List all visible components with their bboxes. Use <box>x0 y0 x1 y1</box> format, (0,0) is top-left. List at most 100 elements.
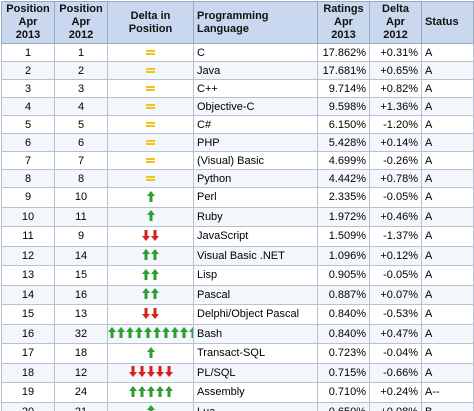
table-row: 13 15 Lisp 0.905% -0.05% A <box>1 265 474 286</box>
programming-language-cell: Ruby <box>193 206 318 227</box>
header-delta-in-position: Delta in Position <box>107 1 194 44</box>
position-change-indicator <box>108 325 193 341</box>
delta-2012-cell: -0.04% <box>369 343 422 364</box>
table-row: 17 18 Transact-SQL 0.723% -0.04% A <box>1 343 474 364</box>
header-row: Position Apr 2013 Position Apr 2012 Delt… <box>1 1 474 44</box>
programming-language-cell: C++ <box>193 79 318 98</box>
delta-in-position-cell <box>107 304 194 325</box>
unchanged-icon <box>146 68 155 74</box>
table-row: 4 4 Objective-C 9.598% +1.36% A <box>1 97 474 116</box>
position-2012-cell: 21 <box>54 401 108 411</box>
position-change-indicator <box>142 305 159 321</box>
delta-in-position-cell <box>107 265 194 286</box>
programming-language-cell: Pascal <box>193 284 318 305</box>
programming-language-cell: Lua <box>193 401 318 411</box>
arrow-up-icon <box>146 405 155 411</box>
arrow-down-icon <box>137 366 146 377</box>
arrow-up-icon <box>151 249 159 260</box>
arrow-down-icon <box>128 366 137 377</box>
status-cell: A <box>421 304 474 325</box>
status-cell: A <box>421 362 474 383</box>
programming-language-cell: C# <box>193 115 318 134</box>
programming-language-cell: Java <box>193 61 318 80</box>
status-cell: B <box>421 401 474 411</box>
ratings-cell: 17.681% <box>317 61 370 80</box>
unchanged-icon <box>146 140 155 146</box>
position-2012-cell: 3 <box>54 79 108 98</box>
delta-2012-cell: +0.24% <box>369 382 422 403</box>
status-cell: A <box>421 187 474 208</box>
arrow-up-icon <box>146 385 155 397</box>
ratings-cell: 0.905% <box>317 265 370 286</box>
status-cell: A <box>421 97 474 116</box>
arrow-up-icon <box>142 288 150 299</box>
ratings-cell: 9.598% <box>317 97 370 116</box>
arrow-up-icon <box>164 385 173 397</box>
arrow-up-icon <box>162 327 170 338</box>
table-row: 18 12 PL/SQL 0.715% -0.66% A <box>1 362 474 383</box>
table-row: 10 11 Ruby 1.972% +0.46% A <box>1 206 474 227</box>
delta-2012-cell: +0.12% <box>369 245 422 266</box>
ratings-cell: 0.840% <box>317 304 370 325</box>
arrow-down-icon <box>151 229 159 241</box>
table-row: 2 2 Java 17.681% +0.65% A <box>1 61 474 80</box>
arrow-up-icon <box>151 268 159 280</box>
delta-2012-cell: -0.66% <box>369 362 422 383</box>
arrow-up-icon <box>126 327 134 338</box>
programming-language-cell: C <box>193 43 318 62</box>
header-delta-2012: Delta Apr 2012 <box>369 1 422 44</box>
position-change-indicator <box>146 153 155 169</box>
ratings-cell: 17.862% <box>317 43 370 62</box>
position-change-indicator <box>128 383 173 399</box>
status-cell: A <box>421 115 474 134</box>
header-position-2012: Position Apr 2012 <box>54 1 108 44</box>
position-change-indicator <box>142 227 159 243</box>
status-cell: A <box>421 43 474 62</box>
status-cell: A <box>421 169 474 188</box>
delta-in-position-cell <box>107 169 194 188</box>
header-ratings-2013: Ratings Apr 2013 <box>317 1 370 44</box>
position-2013-cell: 20 <box>1 401 55 411</box>
table-row: 16 32 Bash 0.840% +0.47% A <box>1 323 474 344</box>
programming-language-cell: Objective-C <box>193 97 318 116</box>
delta-2012-cell: -1.20% <box>369 115 422 134</box>
position-2013-cell: 1 <box>1 43 55 62</box>
delta-in-position-cell <box>107 133 194 152</box>
status-cell: A <box>421 151 474 170</box>
arrow-down-icon <box>164 366 173 377</box>
table-row: 6 6 PHP 5.428% +0.14% A <box>1 133 474 152</box>
programming-language-cell: Lisp <box>193 265 318 286</box>
unchanged-icon <box>146 176 155 182</box>
position-2012-cell: 18 <box>54 343 108 364</box>
arrow-up-icon <box>137 385 146 397</box>
programming-language-cell: Bash <box>193 323 318 344</box>
delta-in-position-cell <box>107 206 194 227</box>
delta-2012-cell: +0.78% <box>369 169 422 188</box>
position-2012-cell: 16 <box>54 284 108 305</box>
status-cell: A-- <box>421 382 474 403</box>
position-2012-cell: 7 <box>54 151 108 170</box>
arrow-up-icon <box>142 268 150 280</box>
arrow-up-icon <box>144 327 152 338</box>
status-cell: A <box>421 61 474 80</box>
unchanged-icon <box>146 50 155 56</box>
delta-2012-cell: -0.53% <box>369 304 422 325</box>
delta-2012-cell: +0.08% <box>369 401 422 411</box>
status-cell: A <box>421 226 474 247</box>
unchanged-icon <box>146 86 155 92</box>
position-2012-cell: 4 <box>54 97 108 116</box>
programming-language-cell: Assembly <box>193 382 318 403</box>
programming-language-cell: JavaScript <box>193 226 318 247</box>
arrow-up-icon <box>117 327 125 338</box>
arrow-up-icon <box>189 327 193 338</box>
status-cell: A <box>421 284 474 305</box>
position-change-indicator <box>146 45 155 61</box>
unchanged-icon <box>146 158 155 164</box>
ratings-cell: 1.509% <box>317 226 370 247</box>
delta-in-position-cell <box>107 187 194 208</box>
position-2012-cell: 1 <box>54 43 108 62</box>
arrow-up-icon <box>146 346 155 358</box>
position-change-indicator <box>146 171 155 187</box>
delta-2012-cell: +0.82% <box>369 79 422 98</box>
